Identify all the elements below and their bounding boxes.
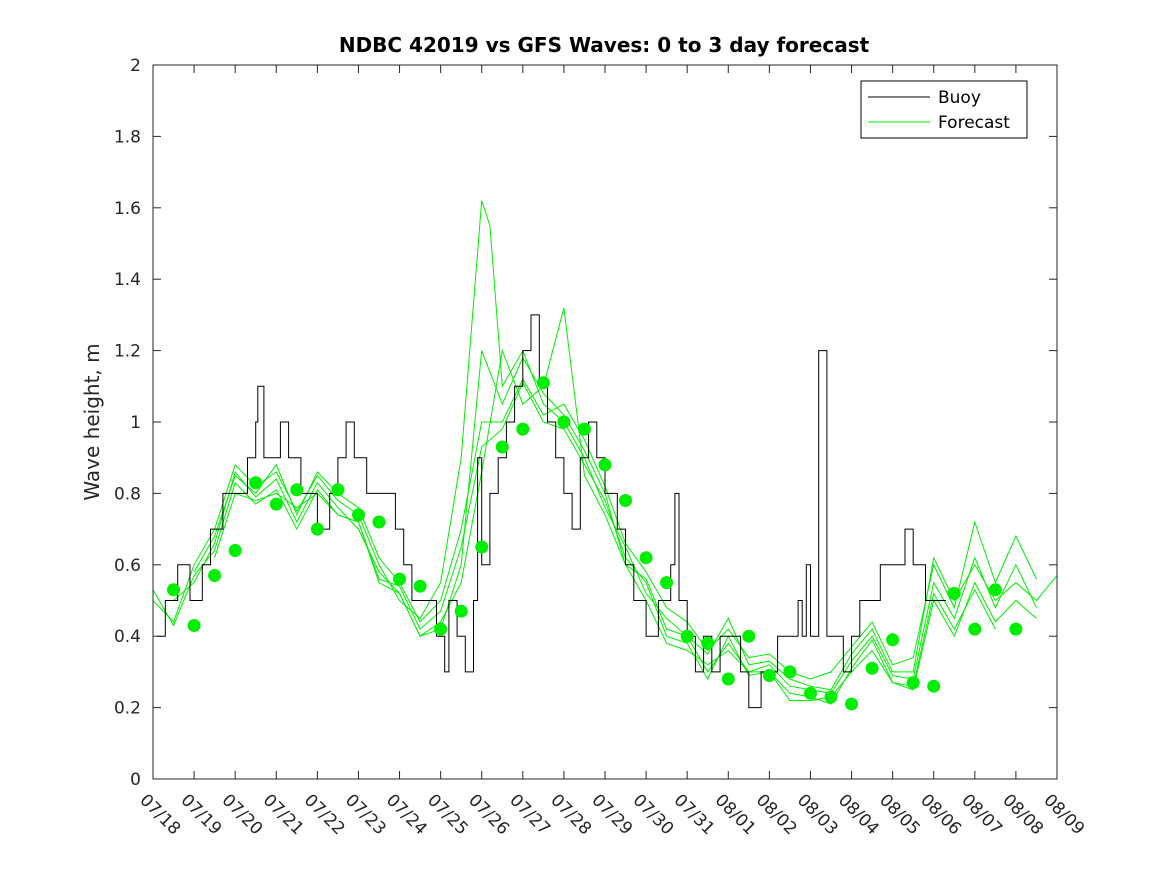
forecast-marker-38 <box>927 679 941 693</box>
forecast-marker-42 <box>1009 622 1023 636</box>
forecast-marker-8 <box>310 522 324 536</box>
forecast-marker-27 <box>701 636 715 650</box>
y-tick-label: 0.8 <box>114 484 141 504</box>
forecast-marker-19 <box>536 376 550 390</box>
forecast-marker-21 <box>578 422 591 436</box>
forecast-marker-30 <box>762 669 776 682</box>
forecast-marker-11 <box>372 515 386 529</box>
forecast-marker-39 <box>947 586 961 600</box>
forecast-marker-25 <box>660 576 674 590</box>
forecast-marker-5 <box>249 476 263 490</box>
forecast-marker-14 <box>434 622 448 636</box>
forecast-marker-17 <box>495 440 509 454</box>
forecast-marker-32 <box>804 686 817 700</box>
y-tick-label: 1.4 <box>114 270 141 290</box>
forecast-marker-24 <box>639 551 653 565</box>
forecast-marker-3 <box>208 569 222 582</box>
buoy-line <box>157 314 947 709</box>
y-tick-label: 0.4 <box>114 627 141 647</box>
forecast-marker-31 <box>783 665 797 679</box>
forecast-marker-15 <box>454 604 468 618</box>
forecast-marker-36 <box>886 633 900 647</box>
forecast-marker-41 <box>988 583 1002 597</box>
forecast-marker-18 <box>516 422 530 436</box>
forecast-marker-34 <box>845 697 858 711</box>
y-tick-label: 1.2 <box>114 342 141 362</box>
y-tick-label: 1 <box>130 413 141 433</box>
y-tick-label: 1.6 <box>114 199 141 219</box>
y-tick-label: 0.6 <box>114 556 141 576</box>
legend: Buoy Forecast <box>860 80 1028 139</box>
legend-box <box>860 80 1028 139</box>
forecast-marker-23 <box>619 494 632 507</box>
forecast-marker-10 <box>352 508 365 522</box>
y-tick-label: 0.2 <box>114 699 141 719</box>
forecast-marker-33 <box>824 690 838 704</box>
legend-label-forecast: Forecast <box>938 113 1010 133</box>
forecast-marker-4 <box>228 544 242 557</box>
legend-label-buoy: Buoy <box>938 88 981 108</box>
forecast-marker-13 <box>413 579 427 593</box>
forecast-marker-37 <box>906 676 920 690</box>
forecast-marker-35 <box>865 661 879 675</box>
forecast-marker-7 <box>290 483 304 497</box>
forecast-marker-6 <box>269 497 283 511</box>
chart-title: NDBC 42019 vs GFS Waves: 0 to 3 day fore… <box>339 33 870 57</box>
forecast-marker-29 <box>742 629 756 643</box>
forecast-marker-12 <box>393 572 406 586</box>
plot-area: 00.20.40.60.811.21.41.61.8207/1807/1907/… <box>114 56 1088 839</box>
forecast-line-1 <box>153 381 996 705</box>
y-tick-label: 2 <box>130 56 141 76</box>
y-tick-label: 1.8 <box>114 127 141 147</box>
forecast-marker-9 <box>331 483 345 497</box>
forecast-marker-22 <box>598 458 612 472</box>
forecast-marker-20 <box>557 415 571 429</box>
y-tick-label: 0 <box>130 770 141 790</box>
y-axis-label: Wave height, m <box>80 343 104 500</box>
forecast-marker-1 <box>167 583 180 597</box>
forecast-marker-28 <box>721 672 735 686</box>
forecast-marker-16 <box>475 540 489 554</box>
forecast-marker-40 <box>968 622 982 636</box>
forecast-marker-26 <box>680 629 694 643</box>
forecast-marker-2 <box>187 619 201 632</box>
